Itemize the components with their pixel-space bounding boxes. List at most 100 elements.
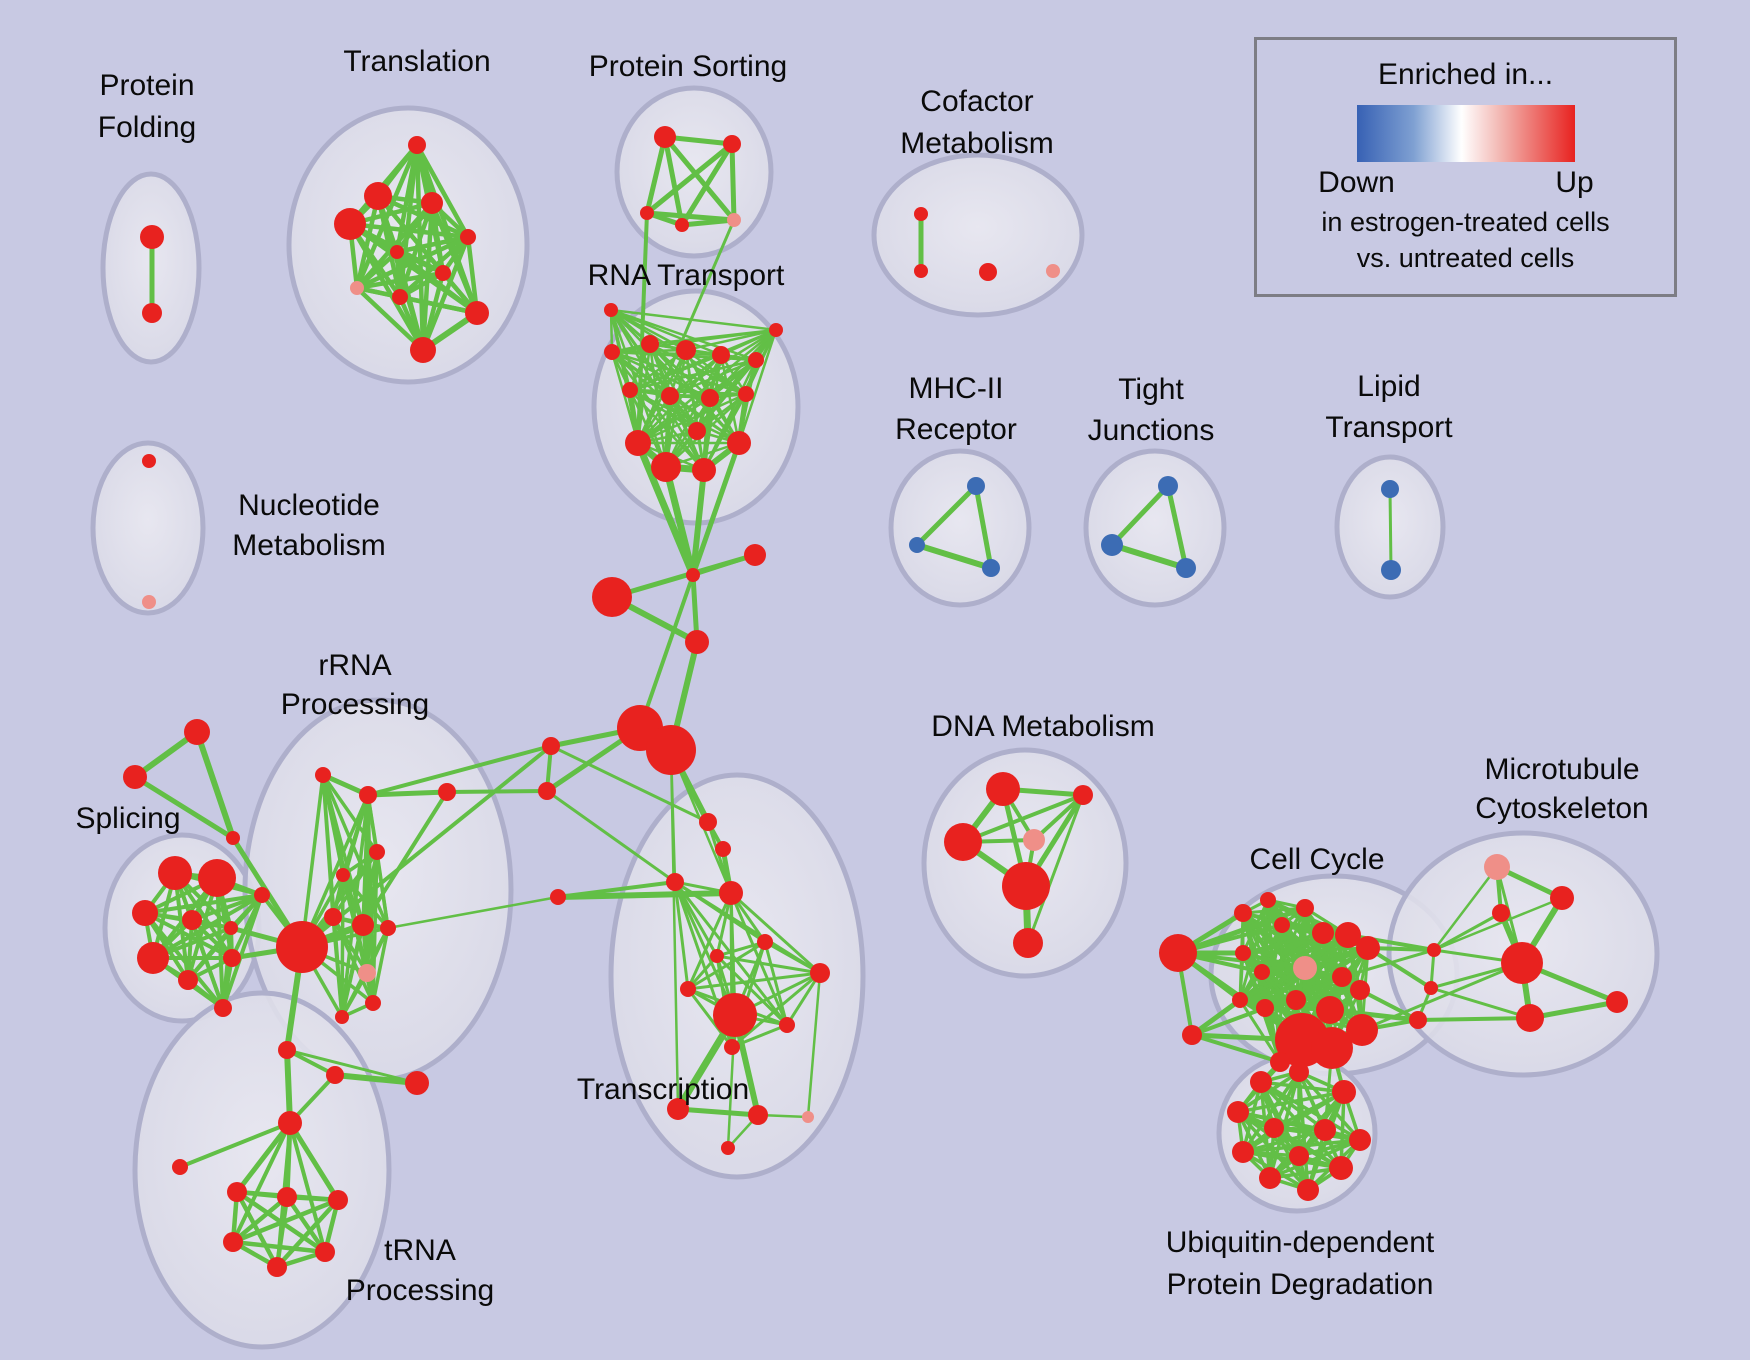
edge <box>1297 1070 1362 1142</box>
edge <box>1340 948 1436 979</box>
cell-cycle-node <box>1182 1025 1202 1045</box>
edge <box>668 394 706 472</box>
transcription-label: Transcription <box>577 1073 749 1106</box>
ubiquitin-degradation-node <box>1259 1167 1281 1189</box>
rna-transport-node <box>625 430 651 456</box>
edge <box>231 1121 292 1244</box>
lipid-transport-node <box>1381 560 1401 580</box>
edge <box>221 893 264 1010</box>
edge <box>331 850 379 919</box>
trna-processing-node <box>277 1187 297 1207</box>
rrna-processing-node <box>335 1010 349 1024</box>
transcription-node <box>713 993 757 1037</box>
rna-transport-node <box>738 386 754 402</box>
edge <box>679 141 735 228</box>
rrna-processing-node <box>315 767 331 783</box>
rrna-processing-node <box>324 908 342 926</box>
rrna-processing-label: Processing <box>281 688 429 721</box>
edge <box>347 221 426 353</box>
edge <box>365 789 450 798</box>
microtubule-cytoskeleton-node <box>1424 981 1438 995</box>
edge <box>340 873 345 1019</box>
edge <box>1432 865 1499 952</box>
rna-transport-node <box>651 452 681 482</box>
edge <box>1241 1070 1301 1154</box>
edge <box>420 234 471 353</box>
edge <box>628 328 778 392</box>
edge <box>695 392 748 433</box>
legend-up-label: Up <box>1555 166 1594 199</box>
edge <box>555 890 734 900</box>
cofactor-metabolism-node <box>1046 264 1060 278</box>
rrna-processing-node <box>369 844 385 860</box>
rna-transport-node <box>661 387 679 405</box>
cell-cycle-node <box>1274 917 1290 933</box>
edge <box>708 328 778 400</box>
edge <box>914 483 979 548</box>
rrna-processing-node <box>358 964 376 982</box>
translation-node <box>350 281 364 295</box>
edge <box>609 308 778 332</box>
connectors-node <box>538 782 556 800</box>
transcription-node <box>715 841 731 857</box>
edge <box>973 483 994 571</box>
edge <box>701 395 713 473</box>
edge <box>726 1013 737 1150</box>
transcription-node <box>748 1105 768 1125</box>
edge <box>1272 1090 1346 1130</box>
tight-junctions-label: Junctions <box>1088 414 1215 447</box>
trna-processing-label: tRNA <box>384 1234 456 1267</box>
protein-folding-label: Folding <box>98 111 196 144</box>
edge <box>1366 946 1433 990</box>
trna-processing-node <box>172 1159 188 1175</box>
edge <box>1260 946 1370 974</box>
transcription-node <box>779 1017 795 1033</box>
rna-transport-node <box>701 389 719 407</box>
translation-node <box>364 182 392 210</box>
edge <box>234 1120 293 1195</box>
translation-node <box>408 136 426 154</box>
splicing-node <box>198 859 236 897</box>
edge <box>1268 1070 1301 1180</box>
dna-metabolism-node <box>986 772 1020 806</box>
edge <box>1238 998 1282 1064</box>
tight-junctions-ellipse <box>1083 448 1227 608</box>
connectors-node <box>686 568 700 582</box>
cell-cycle-node <box>1312 922 1334 944</box>
edge <box>1527 999 1620 1021</box>
splicing-node <box>132 900 158 926</box>
translation-node <box>435 265 451 281</box>
tight-junctions-node <box>1101 534 1123 556</box>
translation-node <box>460 229 476 245</box>
edge <box>230 1197 341 1245</box>
cell-cycle-node <box>1232 992 1248 1008</box>
transcription-node <box>710 949 724 963</box>
edge <box>1263 946 1370 1010</box>
connectors-node <box>744 544 766 566</box>
nucleotide-metabolism-ellipse <box>90 440 206 616</box>
microtubule-cytoskeleton-node <box>1427 943 1441 957</box>
edge <box>386 895 560 930</box>
splicing-node <box>223 949 241 967</box>
edge <box>785 971 822 1027</box>
rrna-processing-node <box>352 914 374 936</box>
edge <box>1241 923 1284 955</box>
rrna-processing-node <box>276 921 328 973</box>
edge <box>1358 988 1420 1022</box>
edge <box>341 873 390 930</box>
ubiquitin-degradation-label: Protein Degradation <box>1167 1268 1434 1301</box>
connectors-node <box>184 719 210 745</box>
rna-transport-node <box>748 352 764 368</box>
cell-cycle-node <box>1254 964 1270 980</box>
rna-transport-node <box>727 431 751 455</box>
translation-node <box>390 245 404 259</box>
edge <box>151 893 264 960</box>
microtubule-cytoskeleton-node <box>1484 854 1510 880</box>
edge <box>669 748 680 1111</box>
edge <box>274 1197 341 1270</box>
protein-folding-node <box>140 225 164 249</box>
connectors-node <box>592 577 632 617</box>
trna-processing-node <box>227 1182 247 1202</box>
edge <box>549 744 710 824</box>
edge <box>178 1121 292 1169</box>
